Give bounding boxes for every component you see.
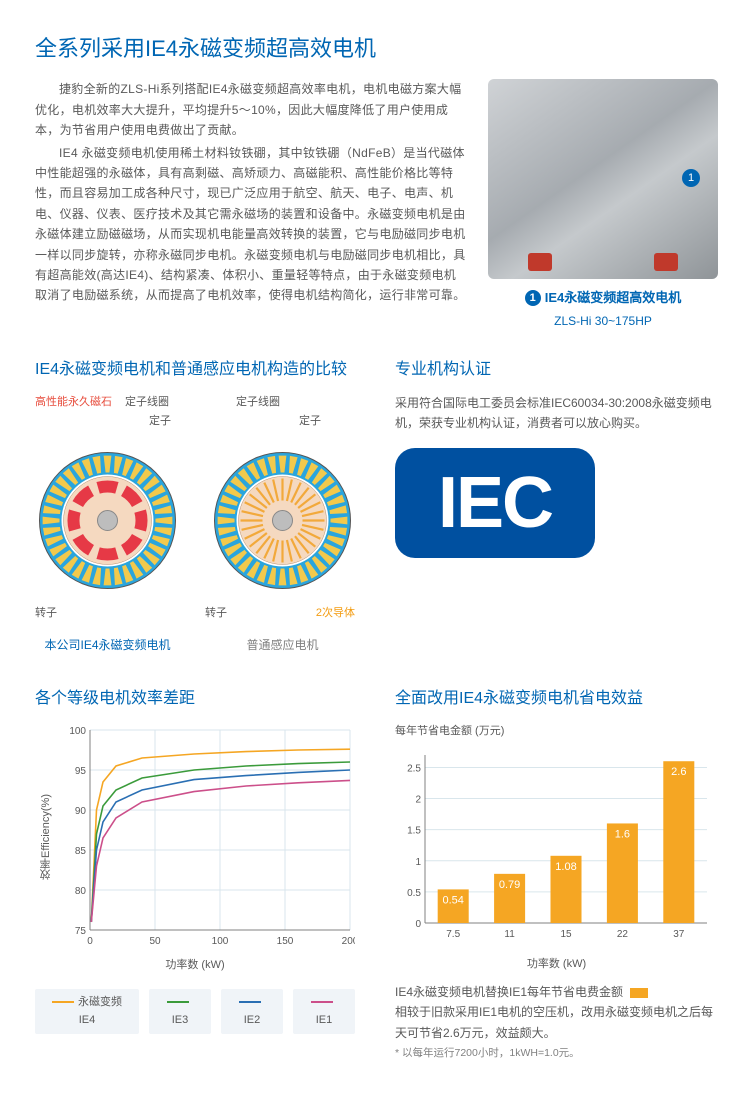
svg-text:11: 11 — [504, 929, 515, 940]
efficiency-chart: 75 80 85 90 95 100 0 50 100 150 200 — [58, 722, 355, 952]
intro-p1: 捷豹全新的ZLS-Hi系列搭配IE4永磁变频超高效率电机，电机电磁方案大幅优化，… — [35, 79, 468, 140]
eff-title: 各个等级电机效率差距 — [35, 685, 355, 712]
bottom-row: 各个等级电机效率差距 效率Efficiency(%) 7580859095100… — [35, 685, 718, 1063]
lbl-coil-r: 定子线圈 — [195, 393, 280, 412]
product-model: ZLS-Hi 30~175HP — [488, 311, 718, 331]
eff-ylabel: 效率Efficiency(%) — [35, 722, 58, 952]
intro-text: 捷豹全新的ZLS-Hi系列搭配IE4永磁变频超高效率电机，电机电磁方案大幅优化，… — [35, 79, 468, 331]
svg-text:2: 2 — [415, 794, 421, 805]
svg-text:15: 15 — [560, 929, 572, 940]
svg-text:85: 85 — [75, 846, 87, 857]
motor-name-right: 普通感应电机 — [210, 635, 355, 655]
legend-IE2: IE2 — [221, 989, 283, 1034]
svg-text:75: 75 — [75, 926, 87, 937]
svg-text:90: 90 — [75, 806, 87, 817]
svg-text:150: 150 — [276, 936, 293, 947]
svg-text:0.5: 0.5 — [407, 888, 421, 899]
iec-logo: IEC — [395, 448, 595, 558]
svg-text:2.6: 2.6 — [671, 766, 686, 778]
motor-diagrams — [35, 448, 355, 599]
svg-text:1.6: 1.6 — [615, 828, 630, 840]
svg-text:95: 95 — [75, 766, 87, 777]
bar-title: 全面改用IE4永磁变频电机省电效益 — [395, 685, 718, 712]
svg-text:7.5: 7.5 — [446, 929, 460, 940]
product-column: 1 1 IE4永磁变频超高效电机 ZLS-Hi 30~175HP — [488, 79, 718, 331]
top-section: 捷豹全新的ZLS-Hi系列搭配IE4永磁变频超高效率电机，电机电磁方案大幅优化，… — [35, 79, 718, 331]
motor-name-left: 本公司IE4永磁变频电机 — [35, 635, 180, 655]
compare-title: IE4永磁变频电机和普通感应电机构造的比较 — [35, 356, 355, 383]
bar-note: IE4永磁变频电机替换IE1每年节省电费金额 相较于旧款采用IE1电机的空压机，… — [395, 982, 718, 1043]
bar-subtitle: 每年节省电金额 (万元) — [395, 722, 718, 741]
lbl-rotor-l: 转子 — [35, 604, 65, 623]
page-title: 全系列采用IE4永磁变频超高效电机 — [35, 30, 718, 67]
eff-xlabel: 功率数 (kW) — [35, 956, 355, 975]
bar-swatch — [630, 988, 648, 998]
legend-IE3: IE3 — [149, 989, 211, 1034]
svg-text:0: 0 — [415, 919, 421, 930]
svg-text:0: 0 — [87, 936, 93, 947]
legend-IE1: IE1 — [293, 989, 355, 1034]
svg-text:100: 100 — [69, 726, 86, 737]
efficiency-chart-col: 各个等级电机效率差距 效率Efficiency(%) 75 80 85 90 95 100… — [35, 685, 355, 1063]
svg-text:80: 80 — [75, 886, 87, 897]
bar-note-small: * 以每年运行7200小时，1kWH=1.0元。 — [395, 1045, 718, 1063]
lbl-stator-r: 定子 — [171, 412, 321, 431]
svg-text:22: 22 — [617, 929, 629, 940]
intro-p2: IE4 永磁变频电机使用稀土材料钕铁硼，其中钕铁硼（NdFeB）是当代磁体中性能… — [35, 143, 468, 306]
svg-text:0.79: 0.79 — [499, 879, 520, 891]
bar-xlabel: 功率数 (kW) — [395, 955, 718, 974]
svg-text:0.54: 0.54 — [442, 894, 463, 906]
savings-bar-chart: 0 0.5 1 1.5 2 2.5 0.54 7.5 0.79 11 1.08 15 1.6 22 2.6 3… — [395, 745, 715, 945]
svg-text:2.5: 2.5 — [407, 763, 421, 774]
compare-column: IE4永磁变频电机和普通感应电机构造的比较 高性能永久磁石 定子线圈 定子线圈 … — [35, 332, 355, 655]
lbl-coil-l: 定子线圈 — [125, 393, 195, 412]
lbl-secondary: 2次导体 — [235, 604, 355, 623]
lbl-rotor-r: 转子 — [205, 604, 235, 623]
svg-text:1: 1 — [415, 857, 421, 868]
svg-text:37: 37 — [673, 929, 685, 940]
cert-column: 专业机构认证 采用符合国际电工委员会标准IEC60034-30:2008永磁变频… — [395, 332, 718, 655]
bar-note2: 相较于旧款采用IE1电机的空压机，改用永磁变频电机之后每天可节省2.6万元，效益… — [395, 1005, 713, 1039]
svg-text:200: 200 — [341, 936, 355, 947]
caption-text: IE4永磁变频超高效电机 — [545, 290, 682, 305]
product-image: 1 — [488, 79, 718, 279]
lbl-magnet: 高性能永久磁石 — [35, 393, 125, 412]
svg-text:100: 100 — [211, 936, 228, 947]
middle-row: IE4永磁变频电机和普通感应电机构造的比较 高性能永久磁石 定子线圈 定子线圈 … — [35, 332, 718, 655]
cert-title: 专业机构认证 — [395, 356, 718, 383]
svg-text:1.08: 1.08 — [555, 861, 576, 873]
caption-num: 1 — [525, 290, 541, 306]
product-badge: 1 — [682, 169, 700, 187]
bar-chart-col: 全面改用IE4永磁变频电机省电效益 每年节省电金额 (万元) 0 0.5 1 1.5 2… — [395, 685, 718, 1063]
cert-body: 采用符合国际电工委员会标准IEC60034-30:2008永磁变频电机，荣获专业… — [395, 393, 718, 434]
svg-text:1.5: 1.5 — [407, 825, 421, 836]
lbl-stator-l: 定子 — [125, 412, 171, 431]
legend-永磁变频IE4: 永磁变频IE4 — [35, 989, 139, 1034]
eff-legend: 永磁变频IE4IE3IE2IE1 — [35, 989, 355, 1034]
product-caption: 1 IE4永磁变频超高效电机 — [488, 287, 718, 309]
svg-text:50: 50 — [149, 936, 161, 947]
